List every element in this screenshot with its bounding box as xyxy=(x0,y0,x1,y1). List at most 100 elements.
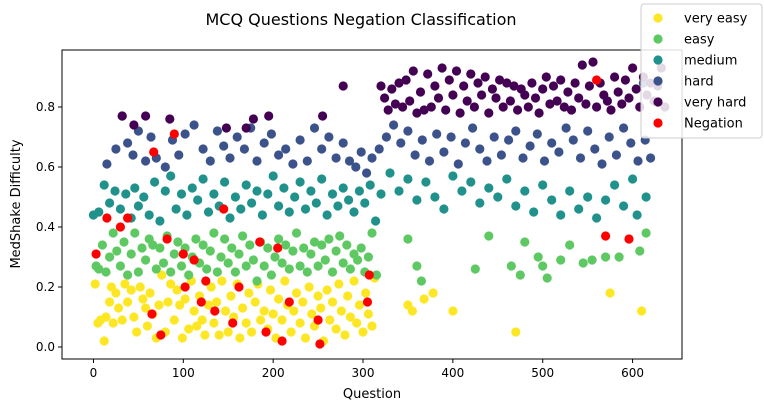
point-medium xyxy=(641,192,651,202)
point-very-hard xyxy=(523,102,533,112)
point-very-hard xyxy=(495,75,505,85)
point-very-hard xyxy=(502,78,512,88)
y-tick-label: 0.0 xyxy=(36,340,55,354)
point-hard xyxy=(597,159,607,169)
point-easy xyxy=(302,267,312,277)
point-medium xyxy=(284,207,294,217)
point-easy xyxy=(641,228,651,238)
point-medium xyxy=(430,192,440,202)
point-easy xyxy=(578,258,588,268)
point-hard xyxy=(225,153,235,163)
point-hard xyxy=(482,156,492,166)
point-medium xyxy=(360,198,370,208)
point-easy xyxy=(151,264,161,274)
point-very-easy xyxy=(637,306,647,316)
point-very-easy xyxy=(331,324,341,334)
point-hard xyxy=(439,147,449,157)
point-very-hard xyxy=(628,63,638,73)
point-very-easy xyxy=(238,303,248,313)
point-very-easy xyxy=(349,276,359,286)
point-hard xyxy=(123,138,133,148)
point-very-hard xyxy=(383,105,393,115)
point-very-hard xyxy=(498,102,508,112)
point-easy xyxy=(133,267,143,277)
point-medium xyxy=(338,183,348,193)
point-very-easy xyxy=(206,282,216,292)
point-very-hard xyxy=(412,108,422,118)
point-medium xyxy=(94,207,104,217)
point-easy xyxy=(105,252,115,262)
y-tick-label: 0.6 xyxy=(36,160,55,174)
point-very-easy xyxy=(256,315,266,325)
point-hard xyxy=(504,135,514,145)
point-medium xyxy=(268,171,278,181)
point-easy xyxy=(313,261,323,271)
point-easy xyxy=(515,270,525,280)
point-very-easy xyxy=(172,285,182,295)
point-easy xyxy=(614,252,624,262)
point-easy xyxy=(335,231,345,241)
point-very-hard xyxy=(484,108,494,118)
point-hard xyxy=(212,126,222,136)
point-easy xyxy=(324,234,334,244)
point-medium xyxy=(333,201,343,211)
point-easy xyxy=(533,252,543,262)
point-medium xyxy=(144,210,154,220)
x-axis: 0 100 200 300 400 500 600 xyxy=(90,359,644,380)
point-easy xyxy=(291,228,302,238)
point-very-hard xyxy=(574,93,584,103)
point-very-hard xyxy=(338,81,348,91)
point-hard xyxy=(331,153,341,163)
point-very-easy xyxy=(322,285,332,295)
point-very-hard xyxy=(548,81,559,91)
point-very-hard xyxy=(221,123,231,133)
point-hard xyxy=(128,150,138,160)
point-easy xyxy=(230,267,240,277)
point-negation xyxy=(149,147,159,157)
point-easy xyxy=(342,240,352,250)
point-medium xyxy=(150,177,160,187)
point-very-hard xyxy=(437,63,447,73)
point-medium xyxy=(317,174,327,184)
point-medium xyxy=(115,204,125,214)
point-easy xyxy=(198,240,208,250)
point-very-easy xyxy=(175,300,185,310)
point-very-easy xyxy=(304,282,314,292)
point-very-easy xyxy=(132,327,142,337)
point-very-hard xyxy=(491,93,501,103)
point-very-easy xyxy=(241,318,251,328)
point-easy xyxy=(412,261,422,271)
point-very-easy xyxy=(217,276,227,286)
point-very-hard xyxy=(509,81,519,91)
point-very-easy xyxy=(163,297,173,307)
point-easy xyxy=(601,252,611,262)
point-easy xyxy=(259,261,269,271)
point-medium xyxy=(247,198,257,208)
point-hard xyxy=(646,153,656,163)
point-very-easy xyxy=(336,306,346,316)
point-easy xyxy=(216,252,226,262)
point-medium xyxy=(311,198,321,208)
point-hard xyxy=(518,153,528,163)
point-very-hard xyxy=(620,75,631,85)
point-very-hard xyxy=(538,84,548,94)
point-negation xyxy=(189,255,199,265)
point-easy xyxy=(306,249,316,259)
legend-frame xyxy=(640,3,763,139)
point-hard xyxy=(539,156,550,166)
point-very-hard xyxy=(570,78,580,88)
point-very-easy xyxy=(340,330,350,340)
point-very-hard xyxy=(248,114,258,124)
point-very-easy xyxy=(265,285,276,295)
point-very-hard xyxy=(534,108,544,118)
point-very-hard xyxy=(141,111,151,121)
point-very-hard xyxy=(430,81,440,91)
point-medium xyxy=(176,189,187,199)
point-easy xyxy=(416,276,426,286)
plot-frame xyxy=(61,49,683,360)
legend-marker xyxy=(653,118,663,128)
point-very-easy xyxy=(334,279,344,289)
point-easy xyxy=(245,240,255,250)
x-tick-label: 200 xyxy=(262,366,285,380)
